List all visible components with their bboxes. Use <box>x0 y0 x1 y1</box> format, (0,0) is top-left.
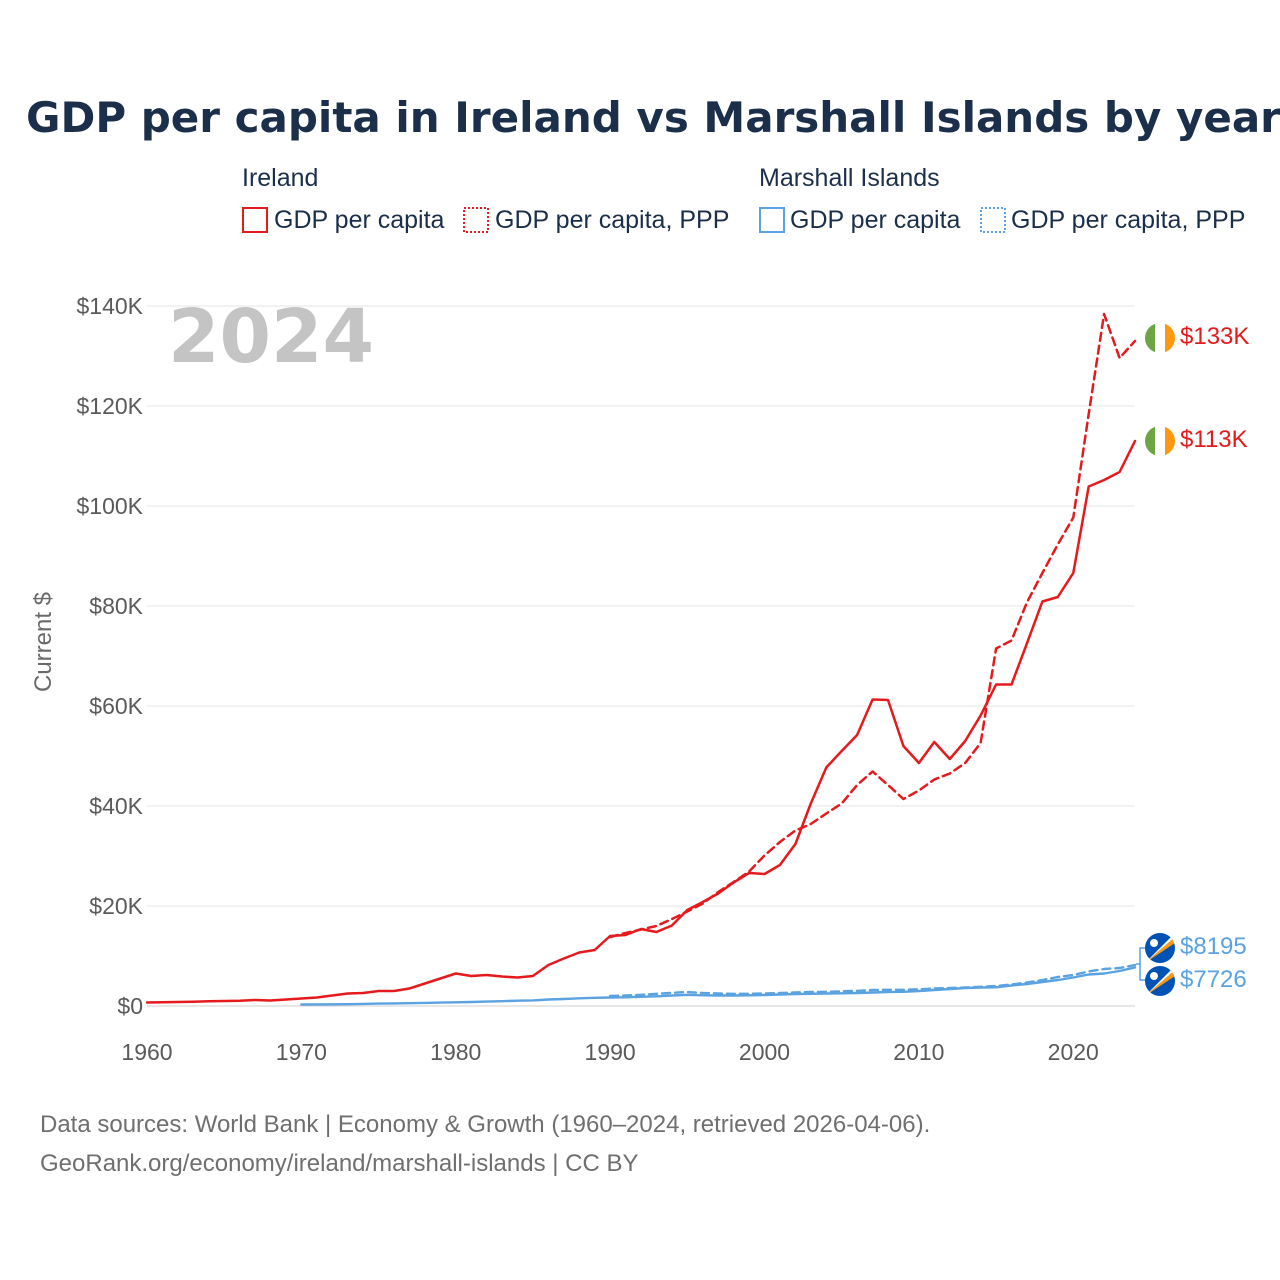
legend-swatch-ireland-gdp <box>242 207 268 233</box>
series <box>145 312 1137 1006</box>
y-tick-label: $60K <box>89 693 143 719</box>
x-tick-label: 2000 <box>739 1039 790 1065</box>
marshall-label-leader <box>1136 947 1146 981</box>
series-line-marshall-islands-gdp-per-capita-ppp <box>608 963 1137 998</box>
y-tick-label: $20K <box>89 893 143 919</box>
legend-group-ireland: Ireland <box>242 164 318 192</box>
x-tick-label: 1970 <box>276 1039 327 1065</box>
legend-label-ireland-gdp: GDP per capita <box>274 206 445 234</box>
series-line-ireland-gdp-per-capita <box>145 439 1137 1004</box>
legend: Ireland Marshall Islands GDP per capita … <box>242 164 1245 234</box>
marshall-islands-flag-icon <box>1145 933 1175 963</box>
series-line-ireland-gdp-per-capita-ppp <box>608 312 1137 939</box>
legend-label-marshall-ppp: GDP per capita, PPP <box>1011 206 1245 234</box>
y-tick-label: $80K <box>89 593 143 619</box>
legend-label-marshall-gdp: GDP per capita <box>790 206 961 234</box>
chart-title: GDP per capita in Ireland vs Marshall Is… <box>26 93 1280 142</box>
y-tick-label: $100K <box>76 493 143 519</box>
source-line-1: Data sources: World Bank | Economy & Gro… <box>40 1111 930 1138</box>
end-label-marshall-ppp: $8195 <box>1180 933 1247 960</box>
legend-label-ireland-ppp: GDP per capita, PPP <box>495 206 729 234</box>
x-tick-label: 2020 <box>1048 1039 1099 1065</box>
x-tick-label: 2010 <box>893 1039 944 1065</box>
source-line-2: GeoRank.org/economy/ireland/marshall-isl… <box>40 1150 639 1177</box>
y-tick-label: $140K <box>76 293 143 319</box>
axes: $0 $20K $40K $60K $80K $100K $120K $140K 1960 197… <box>76 293 1098 1065</box>
legend-item-ireland-gdp[interactable]: GDP per capita <box>242 206 445 234</box>
y-tick-label: $0 <box>117 993 143 1019</box>
series-line-marshall-islands-gdp-per-capita <box>300 966 1137 1006</box>
y-tick-label: $40K <box>89 793 143 819</box>
legend-group-marshall: Marshall Islands <box>759 164 940 192</box>
x-tick-label: 1980 <box>430 1039 481 1065</box>
legend-item-marshall-ppp[interactable]: GDP per capita, PPP <box>980 206 1245 234</box>
end-label-ireland-gdp: $113K <box>1180 426 1248 453</box>
year-watermark: 2024 <box>168 294 374 380</box>
y-axis-label: Current $ <box>30 592 57 692</box>
ireland-flag-icon <box>1145 323 1175 353</box>
ireland-flag-icon <box>1145 426 1175 456</box>
x-tick-label: 1960 <box>121 1039 172 1065</box>
x-tick-label: 1990 <box>585 1039 636 1065</box>
legend-item-marshall-gdp[interactable]: GDP per capita <box>759 206 961 234</box>
legend-swatch-marshall-gdp <box>759 207 785 233</box>
grid <box>147 305 1135 1007</box>
end-label-marshall-gdp: $7726 <box>1180 966 1247 993</box>
marshall-islands-flag-icon <box>1145 966 1175 996</box>
y-tick-label: $120K <box>76 393 143 419</box>
end-label-ireland-ppp: $133K <box>1180 323 1249 350</box>
legend-item-ireland-ppp[interactable]: GDP per capita, PPP <box>463 206 729 234</box>
legend-swatch-ireland-ppp <box>463 207 489 233</box>
end-markers: $133K $113K $8195 <box>1136 323 1249 996</box>
legend-swatch-marshall-ppp <box>980 207 1006 233</box>
